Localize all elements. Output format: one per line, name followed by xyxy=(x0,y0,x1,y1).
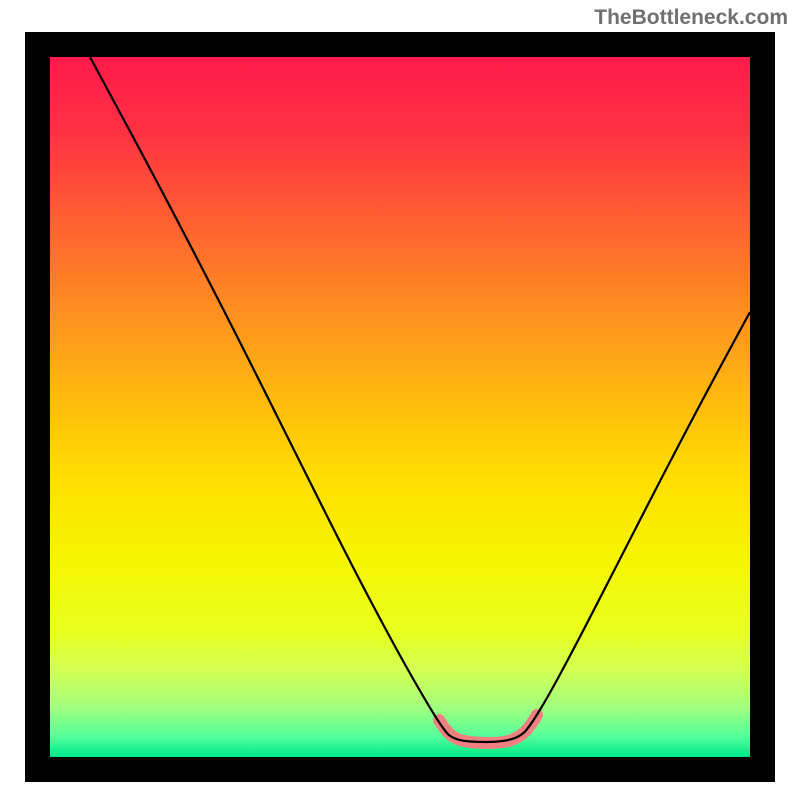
chart-container: TheBottleneck.com xyxy=(0,0,800,800)
plot-area xyxy=(25,32,775,782)
watermark-text: TheBottleneck.com xyxy=(594,6,788,30)
gradient-background xyxy=(50,57,750,757)
chart-svg xyxy=(25,32,775,782)
